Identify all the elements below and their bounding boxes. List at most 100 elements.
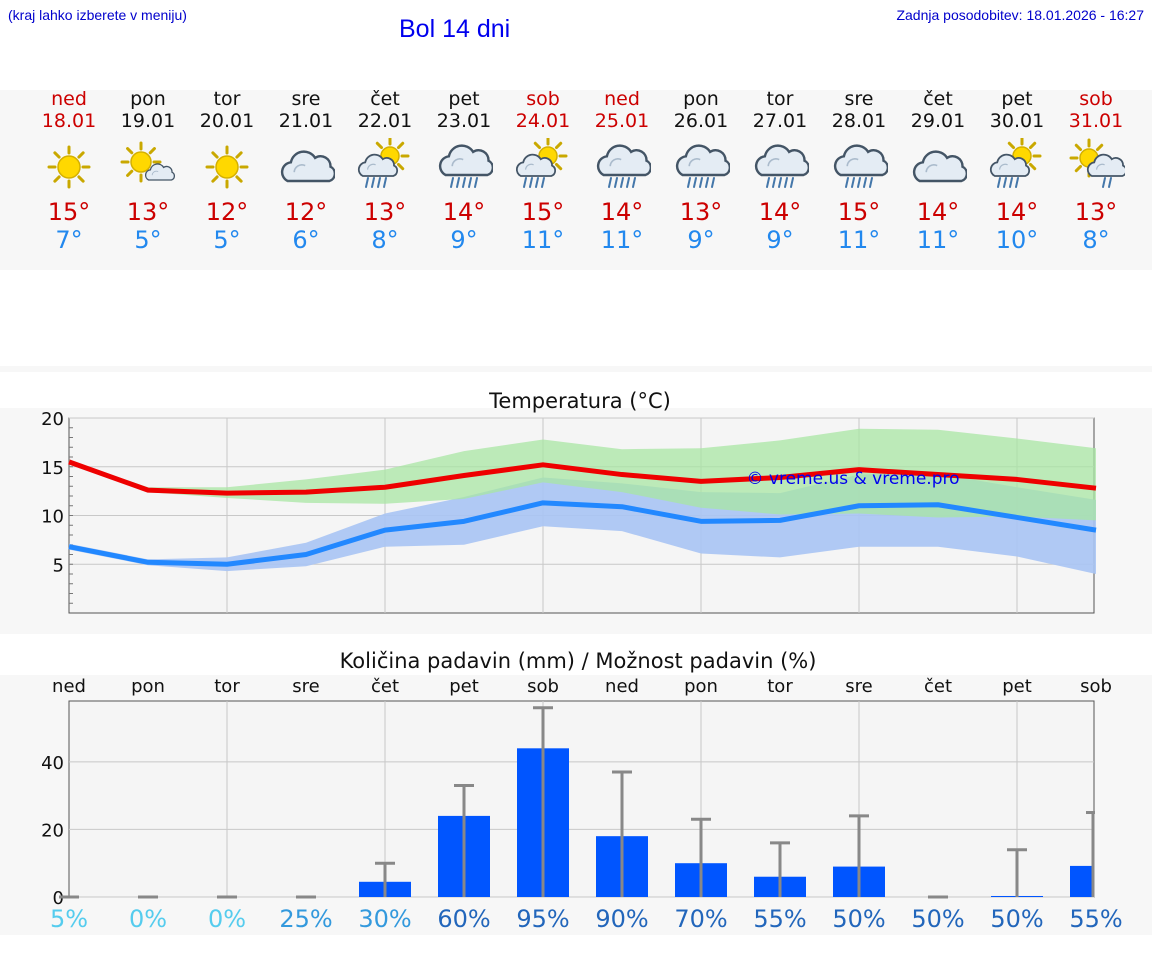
precipitation-probability: 55% bbox=[753, 905, 806, 933]
y-tick-label: 10 bbox=[41, 507, 64, 528]
max-temperature: 14° bbox=[442, 198, 486, 226]
x-day-label: tor bbox=[214, 676, 240, 697]
max-temperature: 12° bbox=[284, 198, 328, 226]
day-column: sob 31.01 13° 8° bbox=[1057, 88, 1136, 254]
day-date: 18.01 bbox=[41, 110, 97, 132]
min-temperature: 9° bbox=[766, 226, 794, 254]
day-date: 24.01 bbox=[515, 110, 571, 132]
day-date: 22.01 bbox=[357, 110, 413, 132]
x-day-label: pon bbox=[131, 676, 165, 697]
precipitation-probability: 30% bbox=[358, 905, 411, 933]
day-date: 21.01 bbox=[278, 110, 334, 132]
day-column: ned 18.01 15° 7° bbox=[30, 88, 109, 254]
day-column: pet 30.01 14° 10° bbox=[978, 88, 1057, 254]
x-day-label: ned bbox=[52, 676, 86, 697]
day-column: sob 24.01 15° 11° bbox=[504, 88, 583, 254]
x-day-label: pet bbox=[1002, 676, 1032, 697]
min-temperature: 9° bbox=[687, 226, 715, 254]
day-column: tor 20.01 12° 5° bbox=[188, 88, 267, 254]
precipitation-probability: 95% bbox=[516, 905, 569, 933]
rain-icon bbox=[675, 144, 730, 188]
y-tick-label: 20 bbox=[41, 409, 64, 430]
page-title: Bol 14 dni bbox=[399, 15, 511, 43]
precipitation-probability: 0% bbox=[208, 905, 246, 933]
x-day-label: sre bbox=[845, 676, 872, 697]
max-temperature: 15° bbox=[521, 198, 565, 226]
max-temperature: 15° bbox=[837, 198, 881, 226]
min-temperature: 11° bbox=[600, 226, 644, 254]
min-temperature: 9° bbox=[450, 226, 478, 254]
day-date: 26.01 bbox=[673, 110, 729, 132]
day-date: 28.01 bbox=[831, 110, 887, 132]
day-name: tor bbox=[766, 88, 794, 110]
day-name: pet bbox=[448, 88, 480, 110]
temperature-chart-title: Temperatura (°C) bbox=[488, 389, 671, 413]
rain-icon bbox=[754, 144, 809, 188]
min-temperature: 7° bbox=[55, 226, 83, 254]
y-tick-label: 40 bbox=[41, 753, 64, 774]
day-name: čet bbox=[370, 88, 400, 110]
x-day-label: čet bbox=[924, 676, 952, 697]
rain-icon bbox=[596, 144, 651, 188]
day-name: ned bbox=[51, 88, 87, 110]
min-temperature: 6° bbox=[292, 226, 320, 254]
day-date: 25.01 bbox=[594, 110, 650, 132]
max-temperature: 13° bbox=[363, 198, 407, 226]
min-temperature: 5° bbox=[134, 226, 162, 254]
y-tick-label: 20 bbox=[41, 820, 64, 841]
precipitation-probability: 25% bbox=[279, 905, 332, 933]
day-column: čet 22.01 13° 8° bbox=[346, 88, 425, 254]
min-temperature: 5° bbox=[213, 226, 241, 254]
day-column: tor 27.01 14° 9° bbox=[741, 88, 820, 254]
sunny-icon bbox=[205, 145, 249, 189]
x-day-label: sob bbox=[527, 676, 559, 697]
cloudy-icon bbox=[912, 150, 967, 183]
sunny-icon bbox=[47, 145, 91, 189]
day-date: 29.01 bbox=[910, 110, 966, 132]
y-tick-label: 15 bbox=[41, 458, 64, 479]
precipitation-probability: 50% bbox=[990, 905, 1043, 933]
day-date: 27.01 bbox=[752, 110, 808, 132]
y-tick-label: 5 bbox=[53, 555, 64, 576]
y-tick-label: 0 bbox=[53, 888, 64, 909]
day-name: sob bbox=[526, 88, 560, 110]
min-temperature: 8° bbox=[1082, 226, 1110, 254]
day-column: čet 29.01 14° 11° bbox=[899, 88, 978, 254]
day-column: pon 26.01 13° 9° bbox=[662, 88, 741, 254]
x-day-label: pet bbox=[449, 676, 479, 697]
day-name: sob bbox=[1079, 88, 1113, 110]
precipitation-probability: 50% bbox=[832, 905, 885, 933]
max-temperature: 14° bbox=[600, 198, 644, 226]
watermark: © vreme.us & vreme.pro bbox=[746, 469, 959, 489]
x-day-label: pon bbox=[684, 676, 718, 697]
max-temperature: 13° bbox=[679, 198, 723, 226]
cloudy-icon bbox=[280, 150, 335, 183]
sun-rain-icon bbox=[515, 138, 568, 188]
rain-icon bbox=[438, 144, 493, 188]
precipitation-probability: 5% bbox=[50, 905, 88, 933]
precipitation-bar bbox=[1070, 865, 1094, 897]
precipitation-probability: 0% bbox=[129, 905, 167, 933]
day-date: 20.01 bbox=[199, 110, 255, 132]
precipitation-probability: 90% bbox=[595, 905, 648, 933]
day-name: tor bbox=[213, 88, 241, 110]
day-name: pon bbox=[683, 88, 719, 110]
x-day-label: sre bbox=[292, 676, 319, 697]
sun-rain-icon bbox=[357, 138, 410, 188]
sun-rain-light-icon bbox=[1069, 138, 1125, 188]
max-temperature: 12° bbox=[205, 198, 249, 226]
divider bbox=[0, 366, 1152, 372]
x-day-label: sob bbox=[1080, 676, 1112, 697]
day-column: pon 19.01 13° 5° bbox=[109, 88, 188, 254]
day-date: 23.01 bbox=[436, 110, 492, 132]
day-date: 30.01 bbox=[989, 110, 1045, 132]
precipitation-chart-title: Količina padavin (mm) / Možnost padavin … bbox=[340, 649, 817, 673]
max-temperature-line bbox=[68, 459, 1097, 496]
day-name: pet bbox=[1001, 88, 1033, 110]
precipitation-probability: 55% bbox=[1069, 905, 1122, 933]
rain-icon bbox=[833, 144, 888, 188]
temperature-chart: Temperatura (°C) 5 10 15 20 © vreme.us & vre… bbox=[41, 389, 1097, 614]
day-name: čet bbox=[923, 88, 953, 110]
min-temperature: 10° bbox=[995, 226, 1039, 254]
precipitation-probability: 70% bbox=[674, 905, 727, 933]
